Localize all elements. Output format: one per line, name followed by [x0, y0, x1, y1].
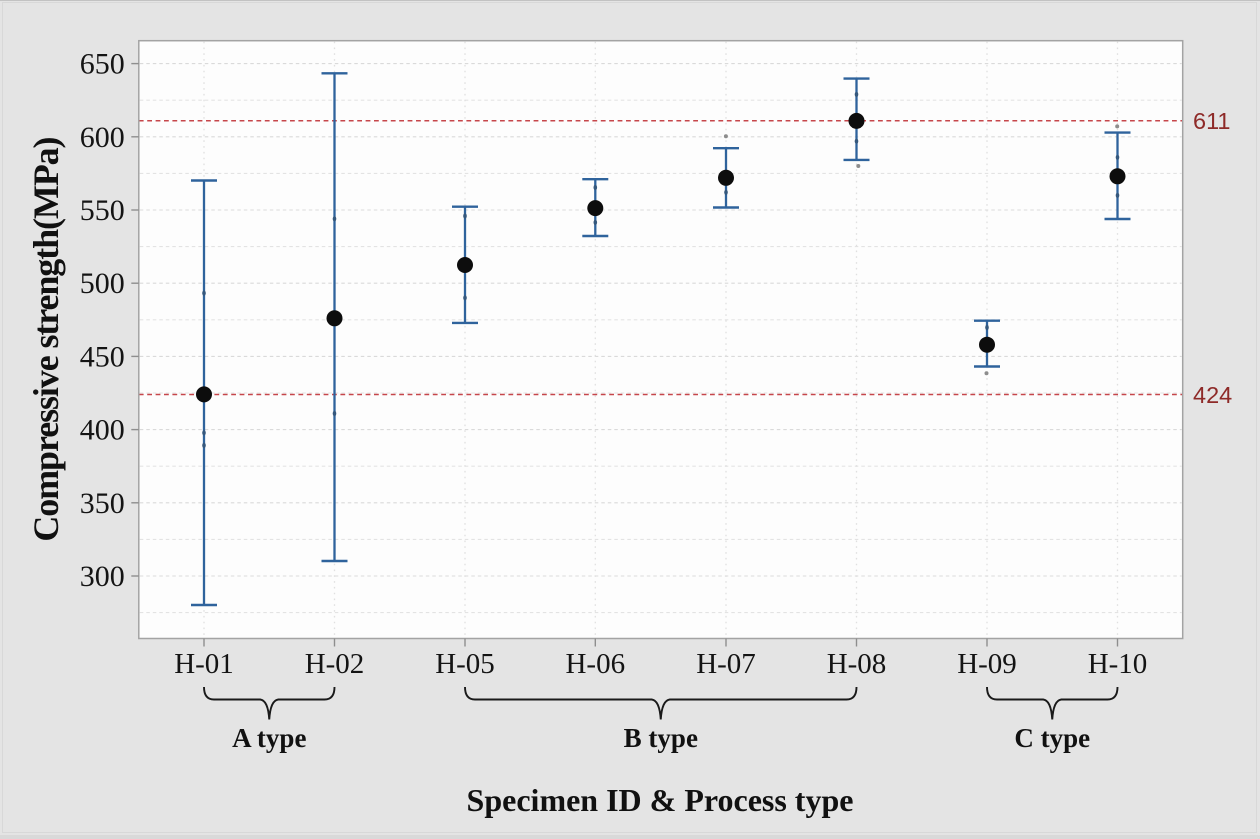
svg-text:400: 400 — [80, 414, 125, 447]
svg-text:A type: A type — [232, 723, 306, 753]
svg-text:H-10: H-10 — [1088, 648, 1148, 680]
svg-text:650: 650 — [80, 48, 125, 81]
svg-text:C type: C type — [1014, 723, 1090, 753]
svg-text:H-01: H-01 — [174, 648, 234, 680]
svg-text:H-09: H-09 — [957, 648, 1017, 680]
svg-text:H-06: H-06 — [565, 648, 625, 680]
svg-text:Compressive strength(MPa): Compressive strength(MPa) — [26, 137, 66, 541]
svg-text:600: 600 — [80, 121, 125, 154]
svg-text:350: 350 — [80, 487, 125, 520]
svg-text:550: 550 — [80, 194, 125, 227]
svg-text:H-02: H-02 — [305, 648, 365, 680]
svg-text:500: 500 — [80, 267, 125, 300]
svg-text:450: 450 — [80, 340, 125, 373]
svg-text:611: 611 — [1193, 108, 1230, 134]
svg-text:Specimen ID & Process type: Specimen ID & Process type — [467, 782, 854, 818]
svg-text:424: 424 — [1193, 382, 1232, 408]
svg-text:H-08: H-08 — [827, 648, 887, 680]
svg-text:H-05: H-05 — [435, 648, 495, 680]
svg-text:B type: B type — [624, 723, 698, 753]
svg-text:300: 300 — [80, 560, 125, 593]
svg-text:H-07: H-07 — [696, 648, 756, 680]
